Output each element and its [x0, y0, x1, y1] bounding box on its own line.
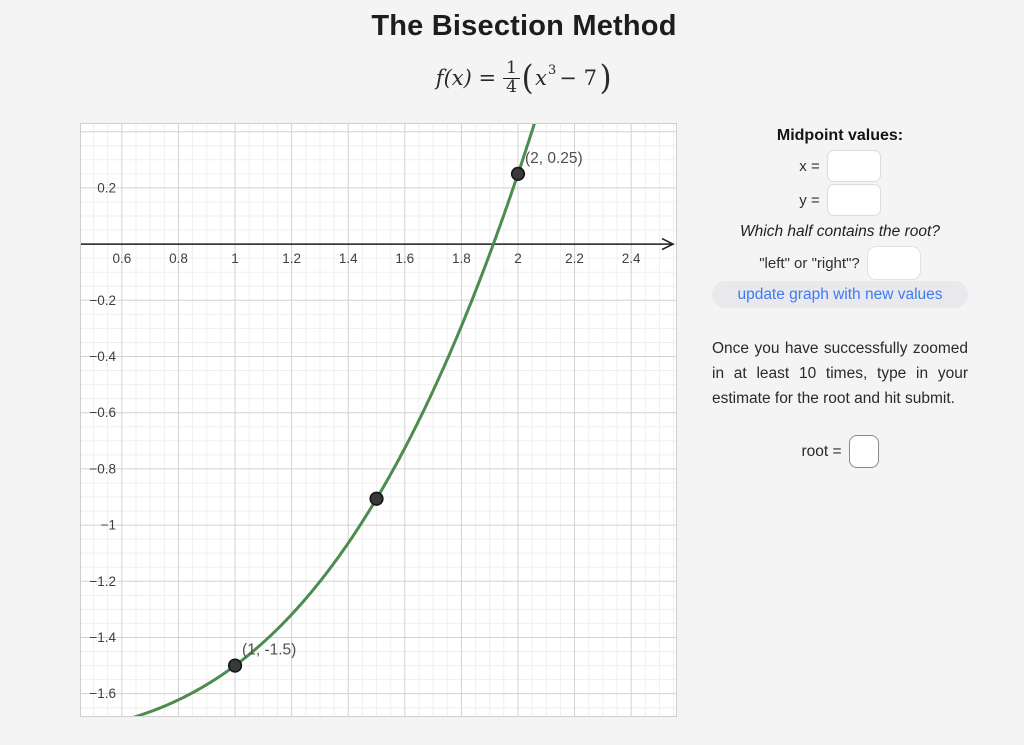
y-tick-label: 0.2 [97, 180, 116, 195]
x-tick-label: 0.8 [169, 251, 188, 266]
function-graph[interactable]: 0.6 0.8 1 1.2 1.4 1.6 1.8 2 2.2 2.4 0.2 −0.2 −0.4 −0.… [80, 123, 677, 717]
root-input-row: root = [712, 435, 968, 468]
x-tick-label: 1.8 [452, 251, 471, 266]
y-input-row: y = [712, 184, 968, 216]
y-input[interactable] [826, 184, 881, 216]
y-tick-label: −1.2 [89, 574, 116, 589]
grid-major [80, 123, 677, 717]
y-tick-label: −1 [101, 518, 116, 533]
x-label: x = [799, 157, 820, 175]
midpoint-values-heading: Midpoint values: [776, 127, 904, 144]
half-input[interactable] [866, 246, 921, 280]
y-tick-label: −0.4 [89, 349, 116, 364]
y-tick-label: −1.6 [89, 686, 116, 701]
function-graph-svg[interactable]: 0.6 0.8 1 1.2 1.4 1.6 1.8 2 2.2 2.4 0.2 −0.2 −0.4 −0.… [80, 123, 677, 717]
formula-open-paren: ( [521, 58, 534, 99]
plot-background [80, 123, 677, 717]
point-label: (2, 0.25) [525, 150, 583, 167]
y-tick-label: −0.6 [89, 405, 116, 420]
root-input[interactable] [848, 435, 879, 468]
x-tick-label: 1.6 [395, 251, 414, 266]
plot-border [80, 123, 677, 717]
x-input-row: x = [712, 150, 968, 182]
x-tick-label: 1 [231, 251, 239, 266]
formula-variable: x [535, 66, 548, 91]
update-graph-button[interactable]: update graph with new values [712, 281, 968, 308]
bisection-point-group: (2, 0.25) [510, 150, 583, 181]
x-tick-label: 1.2 [282, 251, 301, 266]
formula-lhs: f(x) = [435, 66, 497, 91]
formula-expression: f(x) = 1 4 ( x 3 − 7 ) [435, 58, 612, 99]
fraction-numerator: 1 [503, 59, 520, 79]
bisection-point-group: (1, -1.5) [227, 642, 296, 673]
formula-tail: − 7 [559, 66, 597, 91]
formula-exponent: 3 [548, 62, 557, 78]
x-input[interactable] [826, 150, 881, 182]
page-title: The Bisection Method [371, 10, 677, 42]
half-input-row: "left" or "right"? [712, 246, 968, 280]
control-panel: Midpoint values: x = y = Which half cont… [712, 120, 968, 540]
root-label: root = [801, 442, 842, 460]
x-tick-label: 2 [514, 251, 522, 266]
half-label: "left" or "right"? [759, 254, 860, 272]
x-axis-arrow-icon [661, 237, 675, 251]
y-tick-label: −0.2 [89, 293, 116, 308]
point-label: (1, -1.5) [242, 642, 296, 659]
grid-minor [80, 123, 677, 717]
formula-close-paren: ) [599, 58, 612, 99]
function-formula: f(x) = 1 4 ( x 3 − 7 ) [24, 58, 1024, 99]
x-tick-label: 2.2 [565, 251, 584, 266]
x-tick-label: 0.6 [112, 251, 131, 266]
half-question: Which half contains the root? [740, 223, 940, 240]
bisection-point-group [369, 491, 384, 506]
curve-point[interactable] [369, 491, 384, 506]
curve-point[interactable] [510, 166, 526, 181]
formula-fraction: 1 4 [503, 59, 520, 97]
x-tick-label: 1.4 [339, 251, 358, 266]
instructions-text: Once you have successfully zoomed in at … [712, 340, 968, 407]
y-tick-label: −1.4 [89, 630, 116, 645]
y-tick-label: −0.8 [89, 461, 116, 476]
y-label: y = [799, 191, 820, 209]
x-tick-label: 2.4 [622, 251, 641, 266]
curve-point[interactable] [227, 658, 243, 673]
fraction-denominator: 4 [506, 76, 517, 97]
